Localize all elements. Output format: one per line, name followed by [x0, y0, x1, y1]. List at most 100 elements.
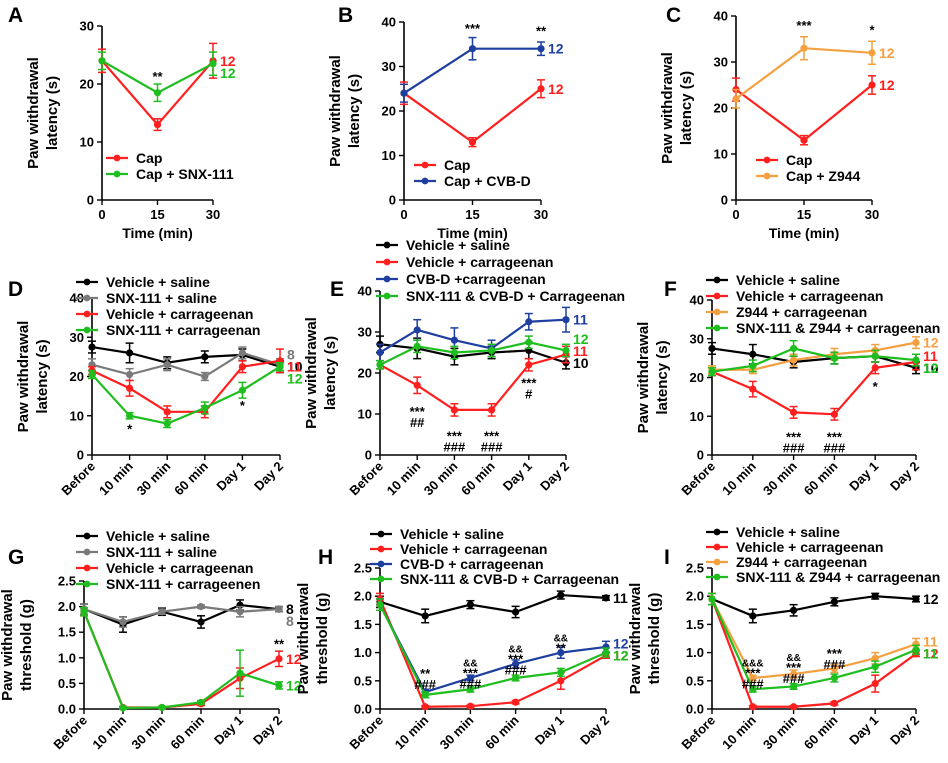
legend-label: Cap	[444, 157, 470, 173]
legend-swatch-marker	[83, 564, 91, 572]
x-axis-label: Time (min)	[769, 225, 840, 241]
data-point	[912, 646, 920, 654]
data-point	[868, 49, 876, 57]
x-tick-label: Day 2	[251, 459, 286, 494]
series-vehicle-saline: 10	[376, 335, 589, 371]
y-axis-label: Paw withdrawal	[327, 55, 344, 167]
legend-label: Vehicle + carrageenan	[106, 560, 253, 576]
series-z944-carrageenan: 11	[708, 592, 938, 682]
x-tick-label: 10 min	[719, 712, 759, 752]
series-line	[83, 605, 280, 624]
data-point	[421, 691, 429, 699]
x-tick-label: 30	[534, 207, 548, 222]
y-tick-label: 2.0	[58, 599, 76, 614]
significance-marker: *	[873, 379, 879, 394]
data-point	[376, 601, 384, 609]
series-end-label: 11	[613, 590, 628, 606]
panel-a: A 0 10 20 30 0 15 30 Time (min) Paw withdrawal lat…	[8, 4, 236, 241]
x-tick-label: Day 2	[537, 459, 572, 494]
x-tick-label: Before	[50, 713, 90, 753]
data-point	[562, 316, 570, 324]
data-point	[525, 318, 533, 326]
y-tick-label: 0	[365, 448, 372, 463]
data-point	[708, 344, 716, 353]
x-tick-label: Day 1	[211, 713, 246, 748]
x-tick-label: 10 min	[89, 712, 129, 752]
y-tick-label: 1.0	[58, 650, 76, 665]
x-tick-label: 0	[400, 207, 407, 222]
x-tick-label: 60 min	[167, 712, 207, 752]
y-tick-label: 20	[70, 369, 84, 384]
significance-marker: &&	[554, 633, 568, 644]
series-line	[712, 341, 917, 371]
data-point	[488, 406, 496, 414]
data-point	[413, 381, 421, 389]
y-tick-label: 30	[690, 331, 704, 346]
y-tick-label: 20	[358, 366, 372, 381]
y-tick-label: 1.5	[686, 617, 704, 632]
data-point	[525, 361, 533, 369]
legend-swatch-marker	[113, 170, 121, 178]
series-line	[91, 359, 281, 413]
significance-marker: ***	[447, 429, 463, 444]
series-cap-snx-111: 12	[98, 51, 236, 103]
series-cap-cvb-d: 12	[400, 36, 564, 103]
legend-label: Vehicle + saline	[106, 274, 210, 290]
data-point	[749, 674, 757, 682]
y-tick-label: 30	[382, 59, 396, 74]
series-end-label: 12	[548, 41, 564, 57]
data-point	[163, 408, 171, 416]
series-end-label: 8	[286, 601, 294, 617]
series-vehicle-carrageenan: 12	[80, 606, 302, 712]
data-point	[488, 346, 496, 355]
series-end-label: 10	[923, 360, 939, 376]
y-axis-label: Paw withdrawal	[0, 589, 16, 701]
legend-swatch-marker	[713, 308, 721, 316]
x-tick-label: 60 min	[801, 712, 841, 752]
series-end-label: 12	[286, 677, 302, 693]
data-point	[790, 703, 798, 711]
series-end-label: 11	[923, 348, 938, 364]
y-tick-label: 20	[382, 104, 396, 119]
legend-swatch-marker	[83, 580, 91, 588]
y-tick-label: 10	[80, 135, 94, 150]
data-point	[466, 601, 474, 609]
series-line	[379, 604, 607, 697]
series-end-label: 12	[879, 45, 895, 61]
y-tick-label: 1.0	[686, 645, 704, 660]
significance-marker: ***	[827, 646, 843, 661]
data-point	[511, 608, 520, 616]
data-point	[557, 649, 565, 657]
y-axis-label: latency (s)	[322, 336, 339, 410]
series-end-label: 12	[613, 647, 629, 663]
y-axis-label: threshold (g)	[18, 599, 35, 691]
x-tick-label: 15	[150, 207, 164, 222]
data-point	[749, 350, 757, 358]
x-tick-label: 0	[732, 207, 739, 222]
legend-swatch-marker	[383, 292, 391, 300]
y-tick-label: 0.5	[58, 676, 76, 691]
series-line	[379, 353, 567, 411]
series-line	[403, 87, 542, 144]
legend-label: Vehicle + saline	[400, 526, 504, 542]
y-axis-label: latency (s)	[44, 76, 61, 150]
y-tick-label: 40	[714, 9, 728, 24]
y-axis-label: latency (s)	[34, 339, 51, 413]
data-point	[201, 372, 209, 381]
series-snx-111-cvb-d-carrageenan: 12	[376, 331, 589, 370]
x-tick-label: Before	[678, 713, 718, 753]
data-point	[708, 368, 716, 376]
y-tick-label: 30	[70, 330, 84, 345]
data-point	[126, 370, 134, 379]
data-point	[238, 349, 246, 357]
y-tick-label: 0	[77, 448, 84, 463]
series-vehicle-saline: 11	[376, 590, 628, 624]
y-tick-label: 40	[690, 293, 704, 308]
series-end-label: 12	[548, 81, 564, 97]
legend-label: Vehicle + carrageenan	[406, 254, 553, 270]
data-point	[450, 406, 458, 414]
data-point	[537, 45, 545, 53]
significance-marker: ###	[481, 440, 503, 455]
data-point	[749, 685, 757, 693]
